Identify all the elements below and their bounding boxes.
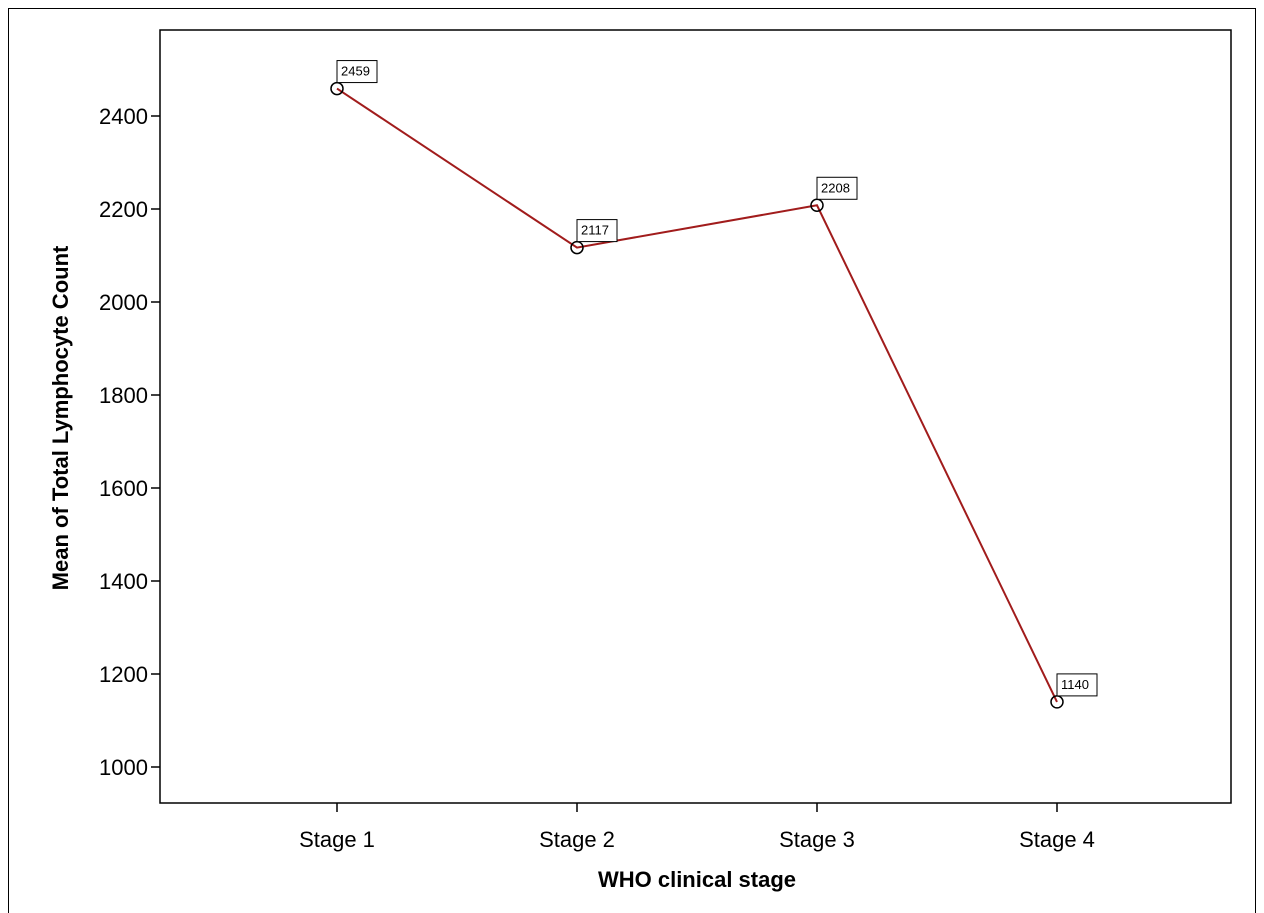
y-tick-label: 2200 bbox=[99, 197, 148, 222]
data-label-box bbox=[336, 60, 378, 84]
y-axis-title: Mean of Total Lymphocyte Count bbox=[48, 245, 73, 590]
y-tick-label: 1400 bbox=[99, 569, 148, 594]
x-tick-label: Stage 1 bbox=[299, 827, 375, 852]
data-label-box bbox=[1056, 673, 1098, 697]
x-tick-label: Stage 4 bbox=[1019, 827, 1095, 852]
series-line bbox=[336, 87, 1058, 703]
series: 2459 2117 2208 1140 bbox=[330, 60, 1098, 709]
y-tick-label: 1800 bbox=[99, 383, 148, 408]
data-label: 1140 bbox=[1061, 677, 1089, 692]
x-tick-label: Stage 2 bbox=[539, 827, 615, 852]
chart-frame bbox=[8, 8, 1256, 913]
y-tick-label: 1200 bbox=[99, 662, 148, 687]
x-axis: Stage 1 Stage 2 Stage 3 Stage 4 bbox=[299, 803, 1095, 852]
data-label: 2459 bbox=[341, 64, 370, 79]
x-axis-title: WHO clinical stage bbox=[598, 867, 796, 892]
plot-area bbox=[159, 29, 1232, 804]
data-label: 2117 bbox=[581, 223, 609, 238]
x-tick-label: Stage 3 bbox=[779, 827, 855, 852]
y-axis: 1000 1200 1400 1600 1800 2000 2200 2400 bbox=[99, 104, 160, 780]
data-label-box bbox=[576, 219, 618, 243]
data-label: 2208 bbox=[821, 180, 850, 195]
y-tick-label: 2000 bbox=[99, 290, 148, 315]
y-tick-label: 1000 bbox=[99, 755, 148, 780]
y-tick-label: 2400 bbox=[99, 104, 148, 129]
data-label-box bbox=[816, 176, 858, 200]
y-tick-label: 1600 bbox=[99, 476, 148, 501]
